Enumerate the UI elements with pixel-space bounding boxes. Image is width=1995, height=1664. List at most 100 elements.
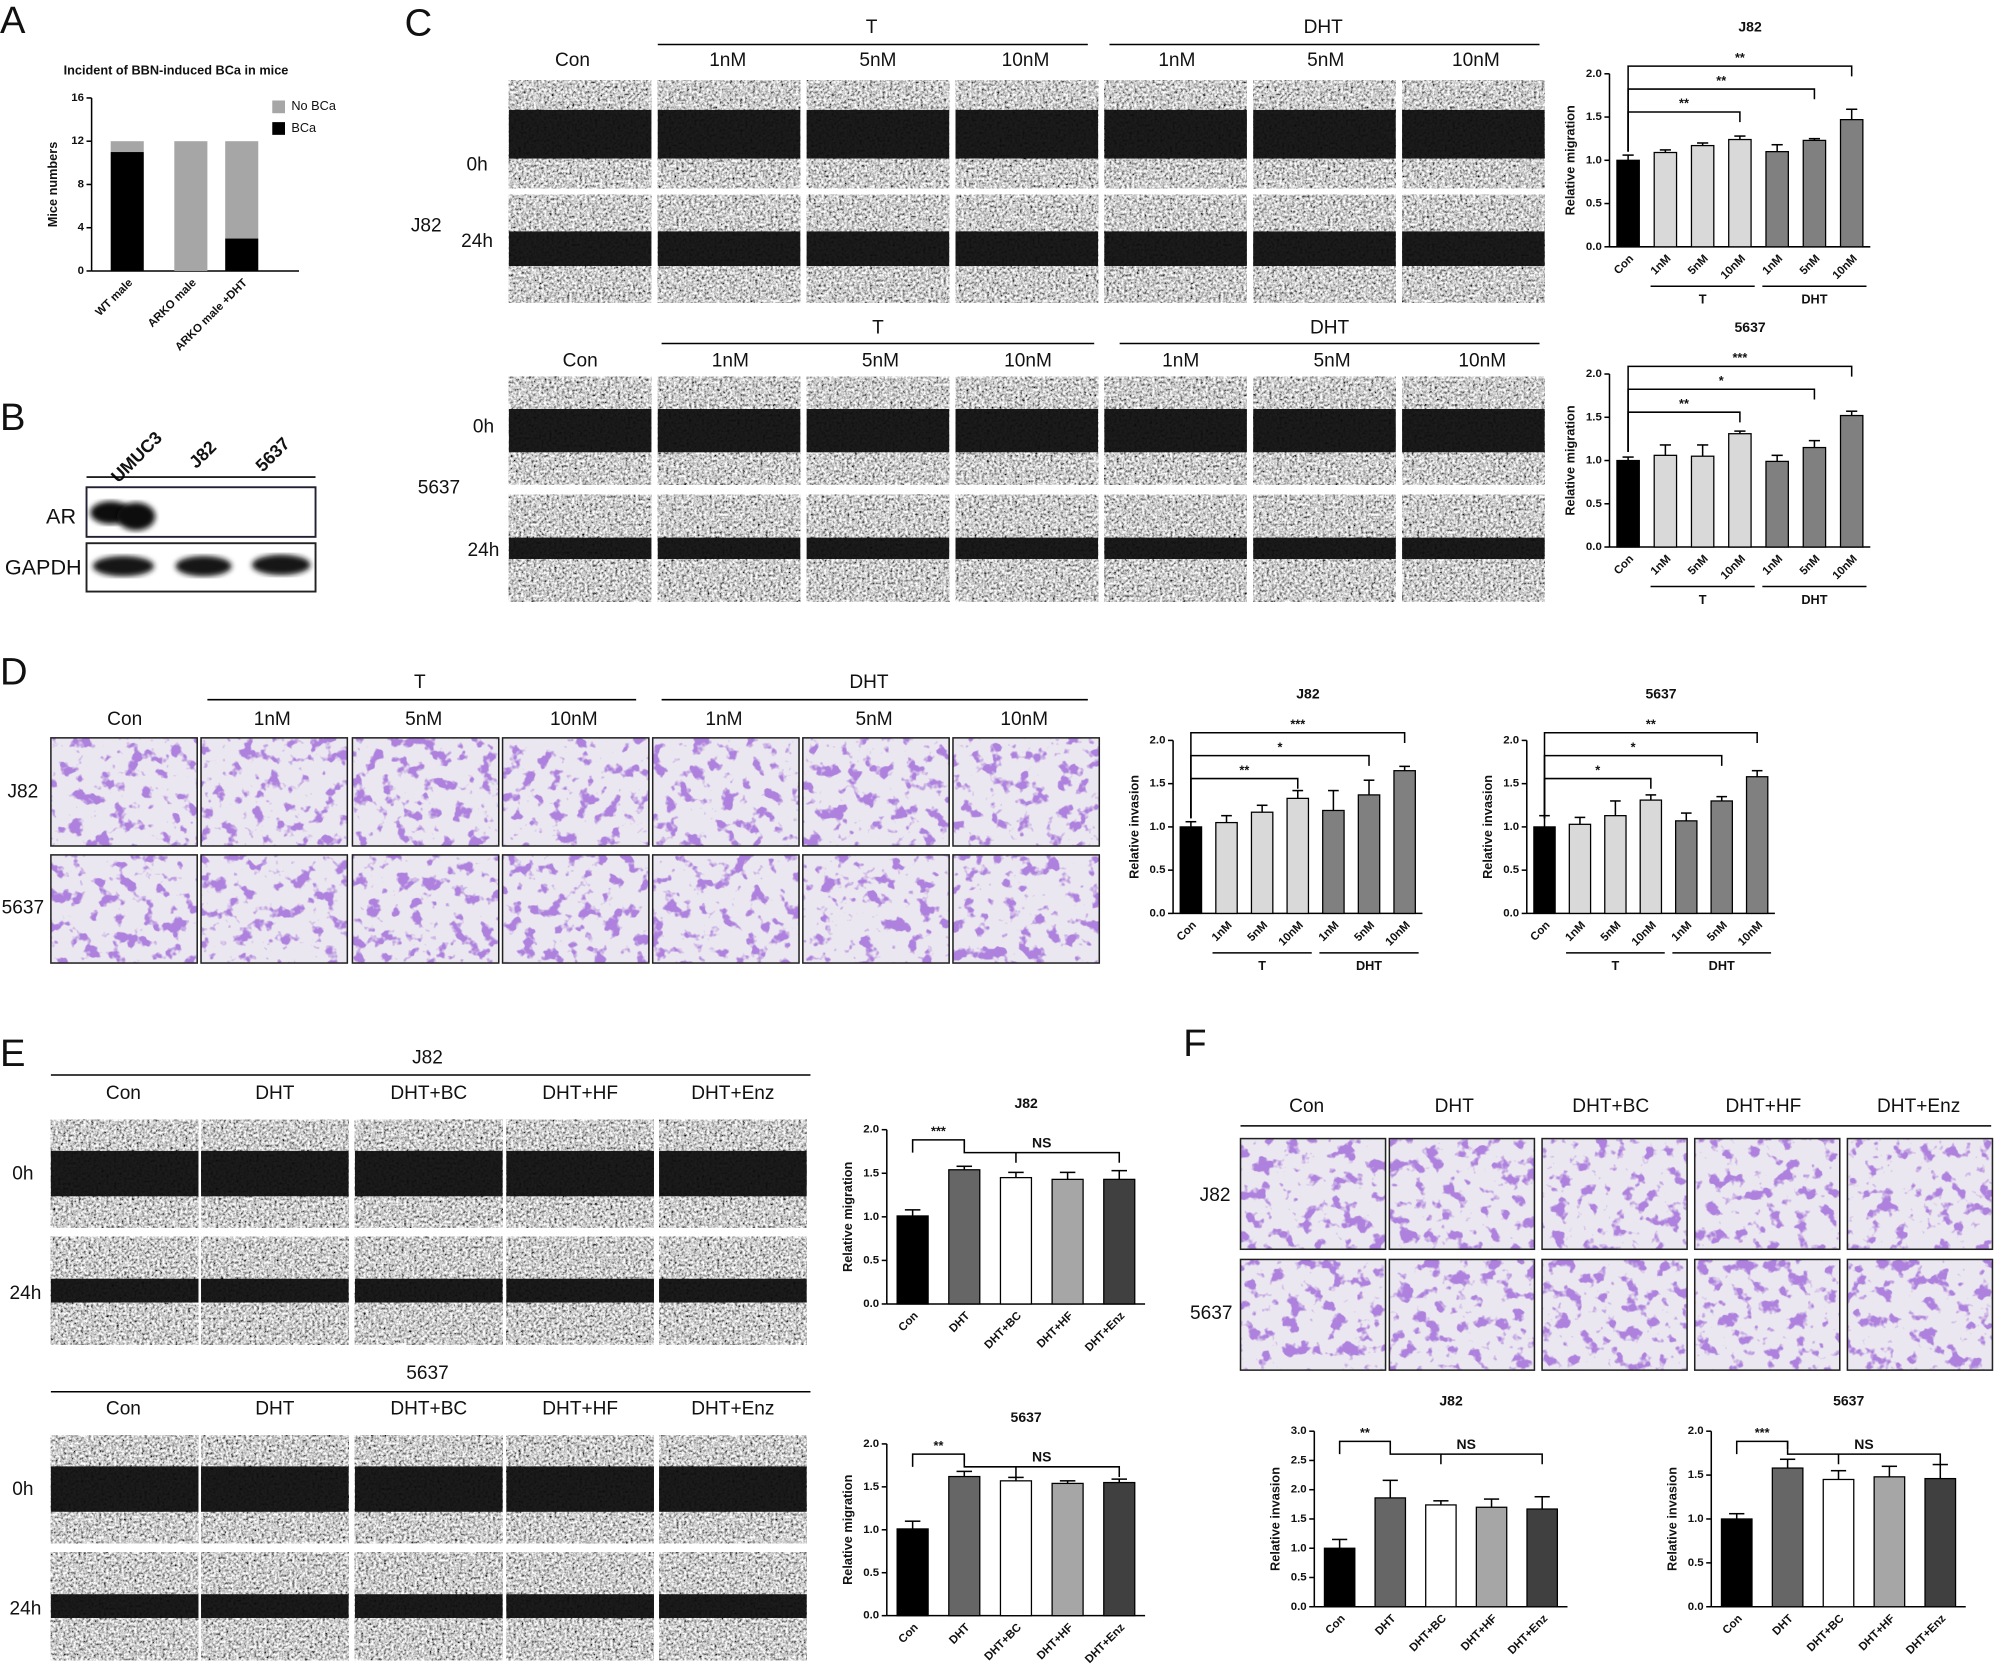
bar-segment [110,141,144,153]
y-tick-label: 0.5 [1150,864,1167,876]
scratch-gap [354,1594,503,1619]
bar [1765,151,1789,248]
micrograph [657,80,801,189]
image-texture [50,737,198,846]
error-bar [1771,454,1783,462]
scratch-gap [1402,231,1545,267]
micrograph [1253,376,1396,485]
condition-label: Con [106,1083,141,1104]
scratch-gap [50,1466,199,1512]
micrograph [657,194,801,303]
micrograph [50,854,198,964]
condition-label: DHT+HF [542,1083,618,1104]
group-label: DHT [1801,592,1827,607]
bar [1425,1504,1457,1608]
y-tick-label: 2.0 [1291,1484,1307,1496]
error-bar [1574,816,1586,825]
bar [1710,800,1733,915]
image-texture [1542,1259,1688,1371]
sig-label: *** [1732,350,1747,365]
bar [1728,433,1752,548]
scratch-gap [50,1278,199,1303]
y-tick-label: 1.0 [1586,455,1602,467]
bar [896,1215,929,1305]
error-bar [956,1470,973,1477]
scratch-gap [955,231,1099,267]
bar [1802,446,1827,548]
bar [1839,118,1864,248]
micrograph [508,194,652,303]
condition-label: Con [555,50,590,71]
legend-label: No BCa [291,98,336,113]
micrograph [1253,494,1396,602]
image-texture [652,737,800,846]
scratch-gap [50,1594,199,1619]
bar [1250,811,1274,915]
condition-label: DHT+Enz [691,1083,774,1104]
scratch-gap [657,537,801,559]
bar [1616,459,1640,548]
x-tick-label: 10nM [1384,919,1413,948]
condition-label: 1nM [1158,50,1195,71]
label: DHT [1304,17,1344,38]
chart-title: Incident of BBN-induced BCa in mice [64,63,289,78]
y-tick-label: 1.0 [1688,1513,1704,1525]
scratch-gap [657,409,801,453]
micrograph [806,494,950,602]
x-tick-label: DHT+Enz [1083,1621,1127,1664]
bar [948,1169,981,1305]
micrograph [1104,376,1247,485]
scratch-gap [657,109,801,159]
x-tick-label: Con [1612,553,1636,577]
y-axis-label: Relative migration [840,1475,855,1585]
scratch-gap [1402,109,1545,159]
x-tick-label: 10nM [1831,253,1860,282]
micrograph [1402,376,1545,485]
y-tick-label: 0.0 [863,1298,879,1310]
condition-label: DHT+BC [1572,1096,1649,1117]
ns-bracket [963,1139,1121,1163]
micrograph [50,1552,199,1661]
panel-letter: D [0,650,28,693]
chart-title: J82 [1738,19,1762,35]
y-tick-label: 0.0 [1150,907,1166,919]
label: T [414,672,426,693]
y-tick-label: 1.5 [863,1481,880,1493]
x-tick-label: 5nM [1686,253,1711,278]
scratch-gap [354,1466,503,1512]
y-tick-label: 2.0 [1586,368,1602,380]
micrograph [1846,1258,1994,1371]
bar [1728,138,1752,248]
sig-label: ** [1679,96,1689,111]
error-bar [1433,1500,1449,1505]
label: 0h [467,154,488,175]
micrograph [955,494,1099,602]
micrograph [200,854,349,964]
micrograph [508,494,652,602]
bar [1179,826,1203,915]
x-tick-label: 1nM [1317,919,1342,944]
y-tick-label: 2.0 [863,1124,879,1136]
micrograph [508,80,652,189]
y-tick-label: 2.0 [863,1438,879,1450]
sig-bracket [1735,1440,1789,1455]
error-bar [1059,1171,1076,1180]
sig-bracket [1627,365,1853,452]
micrograph [955,194,1099,303]
image-frame [1846,1137,1994,1251]
image-frame [952,854,1101,964]
bar [948,1475,981,1617]
image-texture [502,854,649,964]
legend-swatch [272,100,285,114]
x-tick-label: WT male [94,277,136,319]
label: T [872,317,884,338]
condition-label: 5nM [859,50,896,71]
sig-label: *** [1755,1425,1770,1440]
scratch-gap [806,537,950,559]
bar [1765,460,1789,548]
micrograph [506,1552,654,1661]
image-texture [1389,1138,1535,1250]
micrograph [50,737,198,847]
sig-label: NS [1854,1436,1873,1452]
x-tick-label: DHT [1373,1613,1398,1638]
